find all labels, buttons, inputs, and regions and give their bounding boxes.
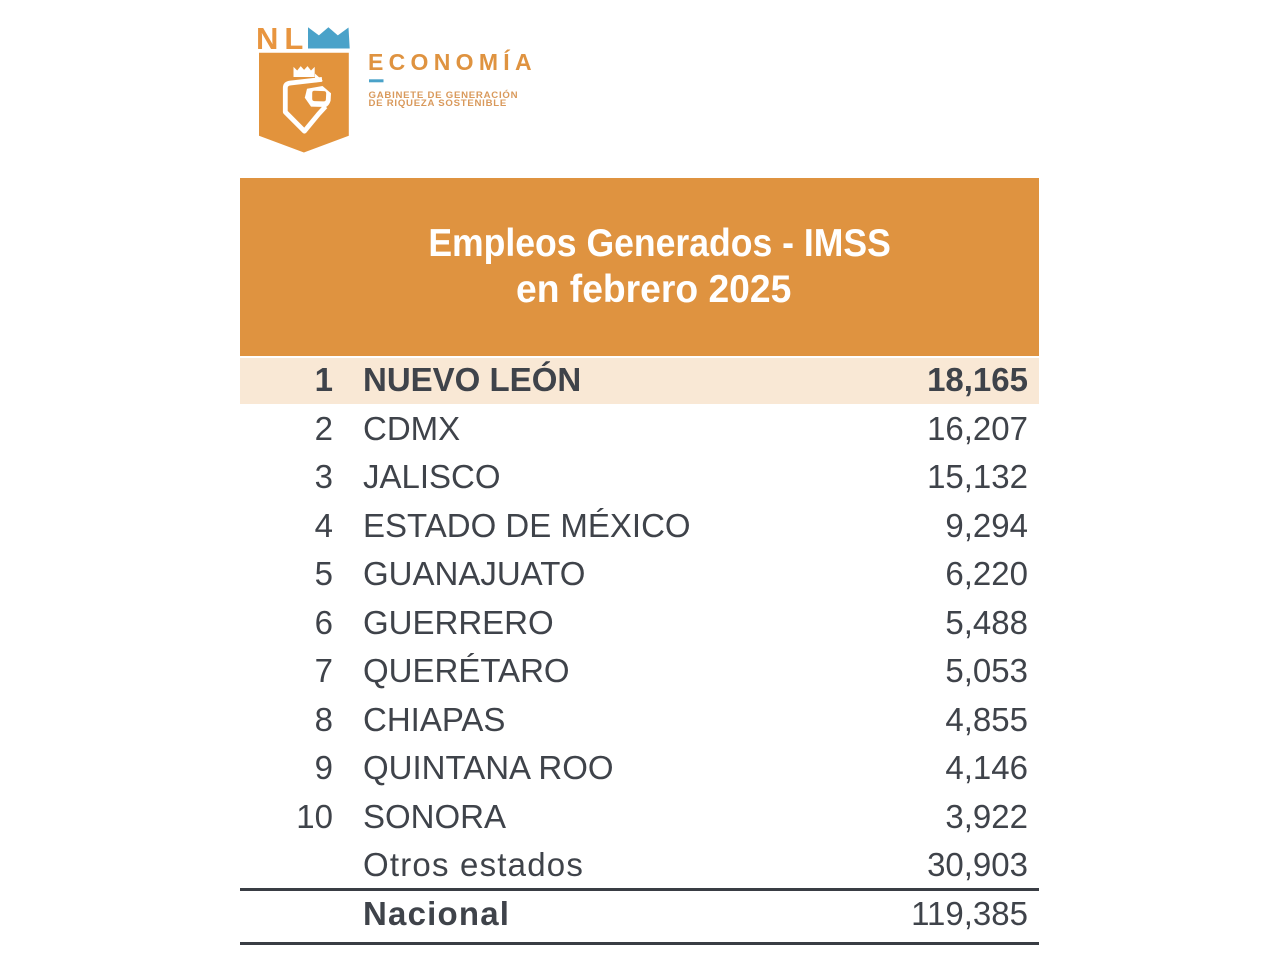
svg-text:NL: NL [256,21,309,56]
svg-text:GABINETE DE GENERACIÓN: GABINETE DE GENERACIÓN [369,89,519,101]
svg-text:ECONOMÍA: ECONOMÍA [368,48,537,75]
svg-text:DE RIQUEZA SOSTENIBLE: DE RIQUEZA SOSTENIBLE [369,98,508,109]
